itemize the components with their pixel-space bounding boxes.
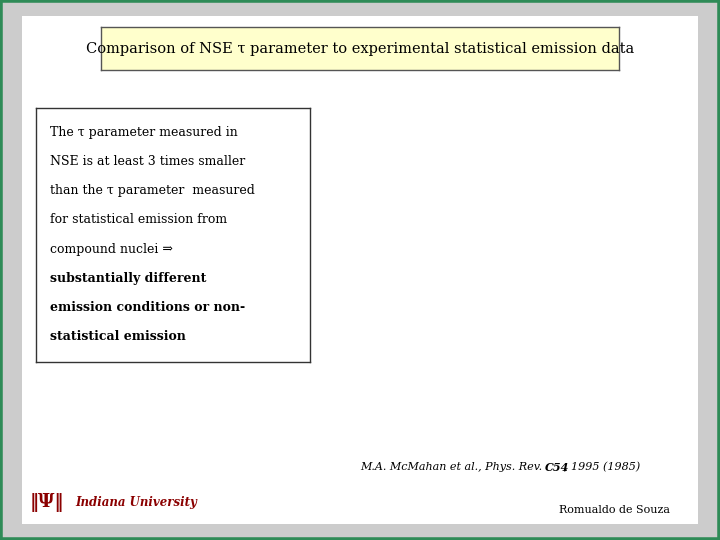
Text: τ = 4.507(E*)$^{-1.3}$: τ = 4.507(E*)$^{-1.3}$ — [410, 194, 490, 207]
Text: Indiana University: Indiana University — [76, 496, 197, 509]
Text: Romualdo de Souza: Romualdo de Souza — [559, 505, 670, 515]
Text: substantially different: substantially different — [50, 272, 206, 285]
Text: than the τ parameter  measured: than the τ parameter measured — [50, 184, 255, 197]
Text: , 1995 (1985): , 1995 (1985) — [564, 462, 641, 472]
X-axis label: E$^{*}$  (MeV/A): E$^{*}$ (MeV/A) — [455, 462, 539, 482]
Text: M.A. McMahan et al., Phys. Rev.: M.A. McMahan et al., Phys. Rev. — [360, 462, 546, 472]
Text: The τ parameter measured in: The τ parameter measured in — [50, 126, 238, 139]
Text: NSE is at least 3 times smaller: NSE is at least 3 times smaller — [50, 155, 245, 168]
Y-axis label: τ: τ — [271, 256, 279, 270]
Legend: LBL $^{3}$He + $^{nat}$Ag, SIMON $^{12}$C + $^{232}$Th, NSE 193 MeV $^{12}$C + $: LBL $^{3}$He + $^{nat}$Ag, SIMON $^{12}$… — [564, 101, 680, 151]
Text: Comparison of NSE τ parameter to experimental statistical emission data: Comparison of NSE τ parameter to experim… — [86, 42, 634, 56]
Text: emission conditions or non-: emission conditions or non- — [50, 301, 245, 314]
Text: ‖Ψ‖: ‖Ψ‖ — [30, 492, 64, 512]
Text: compound nuclei ⇒: compound nuclei ⇒ — [50, 242, 173, 255]
Text: C54: C54 — [545, 462, 570, 472]
Text: for statistical emission from: for statistical emission from — [50, 213, 227, 226]
Text: statistical emission: statistical emission — [50, 330, 186, 343]
Title: Variation of τ  Parameter With Excitation Energy: Variation of τ Parameter With Excitation… — [376, 86, 618, 95]
